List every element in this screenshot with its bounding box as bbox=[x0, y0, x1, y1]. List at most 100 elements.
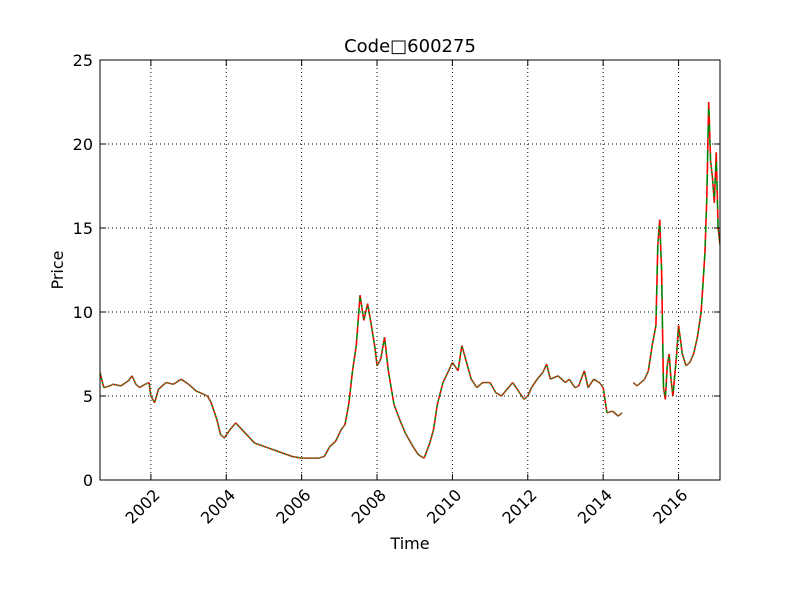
price-line-segment bbox=[466, 366, 470, 370]
price-line-segment bbox=[492, 388, 496, 391]
price-line-segment bbox=[469, 373, 472, 377]
price-line-segment bbox=[438, 393, 441, 397]
price-line-segment bbox=[158, 387, 161, 390]
price-line-segment bbox=[470, 378, 473, 381]
price-line-segment bbox=[333, 441, 336, 444]
y-tick-label: 10 bbox=[73, 303, 93, 322]
price-line-segment bbox=[540, 372, 543, 375]
price-line-segment bbox=[335, 438, 338, 441]
price-line-segment bbox=[224, 435, 227, 438]
price-line-segment bbox=[581, 374, 584, 377]
price-line-segment bbox=[398, 419, 402, 422]
price-line-segment bbox=[490, 383, 493, 386]
price-line-segment bbox=[246, 434, 250, 438]
price-line-segment bbox=[520, 394, 523, 397]
gridlines bbox=[100, 60, 720, 480]
y-tick-label: 25 bbox=[73, 51, 93, 70]
price-line-segment bbox=[518, 391, 521, 394]
price-line-segment bbox=[393, 404, 396, 407]
price-line-segment bbox=[387, 370, 390, 376]
price-line-segment bbox=[235, 422, 238, 425]
price-line-segment bbox=[480, 382, 483, 385]
price-line-segment bbox=[517, 390, 520, 393]
price-line-segment bbox=[477, 385, 479, 388]
price-line-segment bbox=[212, 408, 215, 412]
price-line-segment bbox=[193, 388, 196, 391]
y-tick-label: 0 bbox=[83, 471, 93, 490]
price-line-segment bbox=[125, 380, 128, 383]
price-line-segment bbox=[540, 373, 543, 376]
price-line-segment bbox=[439, 390, 442, 394]
price-line-segment bbox=[239, 427, 243, 430]
price-line-segment bbox=[613, 411, 616, 414]
price-line-segment bbox=[178, 379, 181, 382]
price-line-segment bbox=[516, 388, 519, 391]
y-tick-label: 20 bbox=[73, 135, 93, 154]
price-line-segment bbox=[588, 384, 591, 386]
price-line-segment bbox=[393, 406, 397, 409]
price-line-segment bbox=[563, 381, 567, 384]
price-line-segment bbox=[124, 382, 126, 385]
price-line-segment bbox=[214, 415, 217, 418]
price-line-segment bbox=[479, 383, 481, 386]
price-line-segment bbox=[444, 376, 447, 379]
price-line-segment bbox=[248, 436, 251, 439]
price-line-segment bbox=[534, 380, 537, 383]
price-line-segment bbox=[161, 384, 164, 387]
price-line-segment bbox=[588, 385, 591, 387]
price-line-segment bbox=[227, 431, 230, 434]
price-line-segment bbox=[502, 392, 505, 394]
price-line-segment bbox=[616, 414, 619, 417]
price-line-segment bbox=[437, 398, 440, 402]
price-line-segment bbox=[465, 361, 468, 365]
price-line-segment bbox=[330, 444, 332, 447]
price-line-segment bbox=[541, 371, 544, 374]
price-line-segment bbox=[474, 384, 477, 386]
price-line-segment bbox=[538, 376, 540, 379]
price-line-segment bbox=[481, 381, 484, 384]
price-line-segment bbox=[229, 428, 232, 431]
price-line-segment bbox=[572, 385, 575, 387]
price-line-segment bbox=[509, 384, 512, 387]
price-line-segment bbox=[228, 429, 231, 432]
price-line-segment bbox=[507, 387, 510, 389]
price-line-segment bbox=[173, 382, 175, 385]
price-line-segment bbox=[589, 382, 592, 385]
price-line-segment bbox=[559, 376, 562, 379]
price-line-segment bbox=[537, 377, 540, 379]
price-line-segment bbox=[124, 381, 127, 384]
price-line-segment bbox=[403, 429, 406, 432]
price-line-segment bbox=[225, 434, 228, 437]
price-line-segment bbox=[336, 436, 339, 439]
price-line-segment bbox=[436, 401, 439, 405]
price-line-segment bbox=[468, 371, 471, 375]
price-line-segment bbox=[500, 394, 503, 397]
price-line-segment bbox=[121, 383, 124, 386]
price-line-segment bbox=[557, 375, 560, 378]
price-line-segment bbox=[513, 384, 516, 387]
price-line-segment bbox=[159, 386, 162, 389]
price-line-segment bbox=[451, 361, 454, 364]
price-line-segment bbox=[249, 437, 252, 440]
price-line-segment bbox=[332, 442, 335, 444]
price-line-segment bbox=[415, 451, 418, 454]
price-line-segment bbox=[328, 446, 331, 449]
price-line-segment bbox=[326, 449, 329, 452]
price-line-segment bbox=[177, 379, 180, 382]
price-line-segment bbox=[471, 379, 474, 382]
chart-title: Code□600275 bbox=[344, 36, 476, 57]
price-line-segment bbox=[215, 417, 218, 420]
price-line-segment bbox=[501, 393, 504, 396]
price-series bbox=[100, 101, 720, 459]
series-group bbox=[100, 101, 720, 459]
price-line-segment bbox=[447, 370, 450, 373]
price-line-segment bbox=[392, 400, 395, 405]
price-line-segment bbox=[402, 427, 405, 430]
price-line-segment bbox=[573, 386, 576, 389]
price-line-segment bbox=[467, 368, 470, 372]
price-line-segment bbox=[412, 447, 415, 449]
price-line-segment bbox=[413, 448, 416, 450]
price-line-segment bbox=[453, 365, 456, 368]
price-line-segment bbox=[211, 404, 214, 408]
price-line-segment bbox=[454, 366, 457, 369]
